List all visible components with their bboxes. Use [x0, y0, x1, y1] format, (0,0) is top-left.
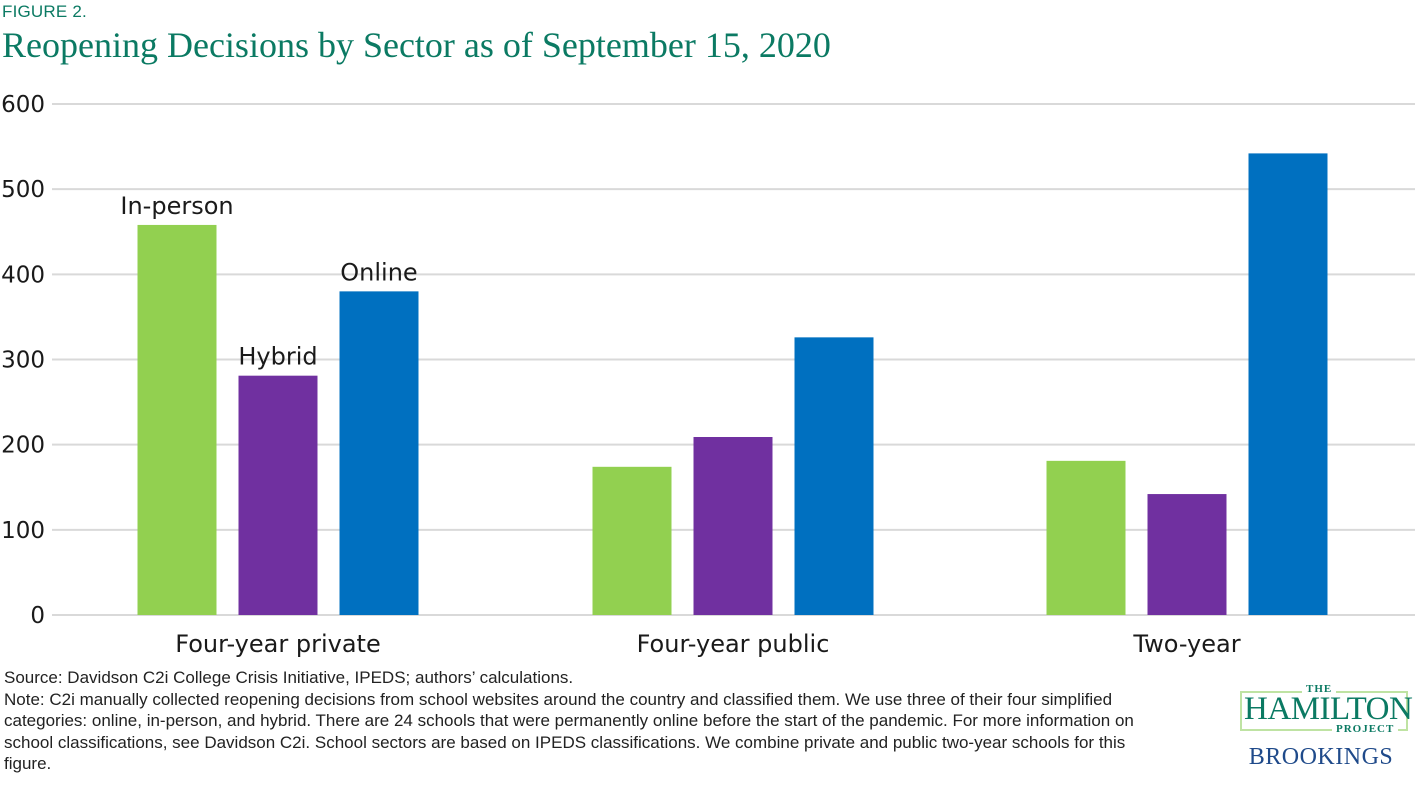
- bar-chart: 0 100 200 300 400 500 600 In-person Hybrid Onlin…: [1, 92, 1415, 658]
- series-labels: In-person Hybrid Online: [120, 192, 417, 371]
- bar-online-two-year: [1248, 153, 1328, 615]
- y-tick-label: 300: [1, 348, 45, 374]
- series-label-online: Online: [340, 258, 417, 286]
- bar-in-person-two-year: [1046, 460, 1126, 615]
- hamilton-project-brookings-logo: THE HAMILTON PROJECT BROOKINGS: [1232, 683, 1413, 773]
- bar-in-person-four-year-public: [592, 466, 672, 615]
- y-axis-ticks: 0 100 200 300 400 500 600: [1, 92, 45, 629]
- figure-label: FIGURE 2.: [2, 2, 87, 21]
- y-tick-label: 0: [30, 603, 45, 629]
- chart-title: Reopening Decisions by Sector as of Sept…: [2, 25, 831, 65]
- logo-hamilton: HAMILTON: [1244, 691, 1413, 727]
- bar-in-person-four-year-private: [137, 224, 217, 616]
- bar-hybrid-two-year: [1147, 494, 1227, 615]
- x-tick-label: Two-year: [1132, 630, 1240, 658]
- bars: [137, 153, 1328, 616]
- note-text: Note: C2i manually collected reopening d…: [4, 690, 1134, 773]
- y-tick-label: 200: [1, 433, 45, 459]
- bar-hybrid-four-year-public: [693, 437, 773, 615]
- bar-online-four-year-private: [339, 291, 419, 615]
- bar-hybrid-four-year-private: [238, 375, 318, 615]
- series-label-hybrid: Hybrid: [238, 343, 317, 371]
- logo-project: PROJECT: [1332, 723, 1399, 735]
- logo-the: THE: [1302, 683, 1337, 695]
- x-tick-label: Four-year private: [175, 630, 380, 658]
- x-axis-ticks: Four-year private Four-year public Two-yea…: [175, 630, 1240, 658]
- y-tick-label: 400: [1, 262, 45, 288]
- y-tick-label: 100: [1, 518, 45, 544]
- bar-online-four-year-public: [794, 337, 874, 615]
- y-tick-label: 600: [1, 92, 45, 118]
- x-tick-label: Four-year public: [637, 630, 830, 658]
- source-text: Source: Davidson C2i College Crisis Init…: [4, 668, 574, 687]
- series-label-in-person: In-person: [120, 192, 233, 220]
- logo-brookings: BROOKINGS: [1248, 744, 1394, 770]
- y-tick-label: 500: [1, 177, 45, 203]
